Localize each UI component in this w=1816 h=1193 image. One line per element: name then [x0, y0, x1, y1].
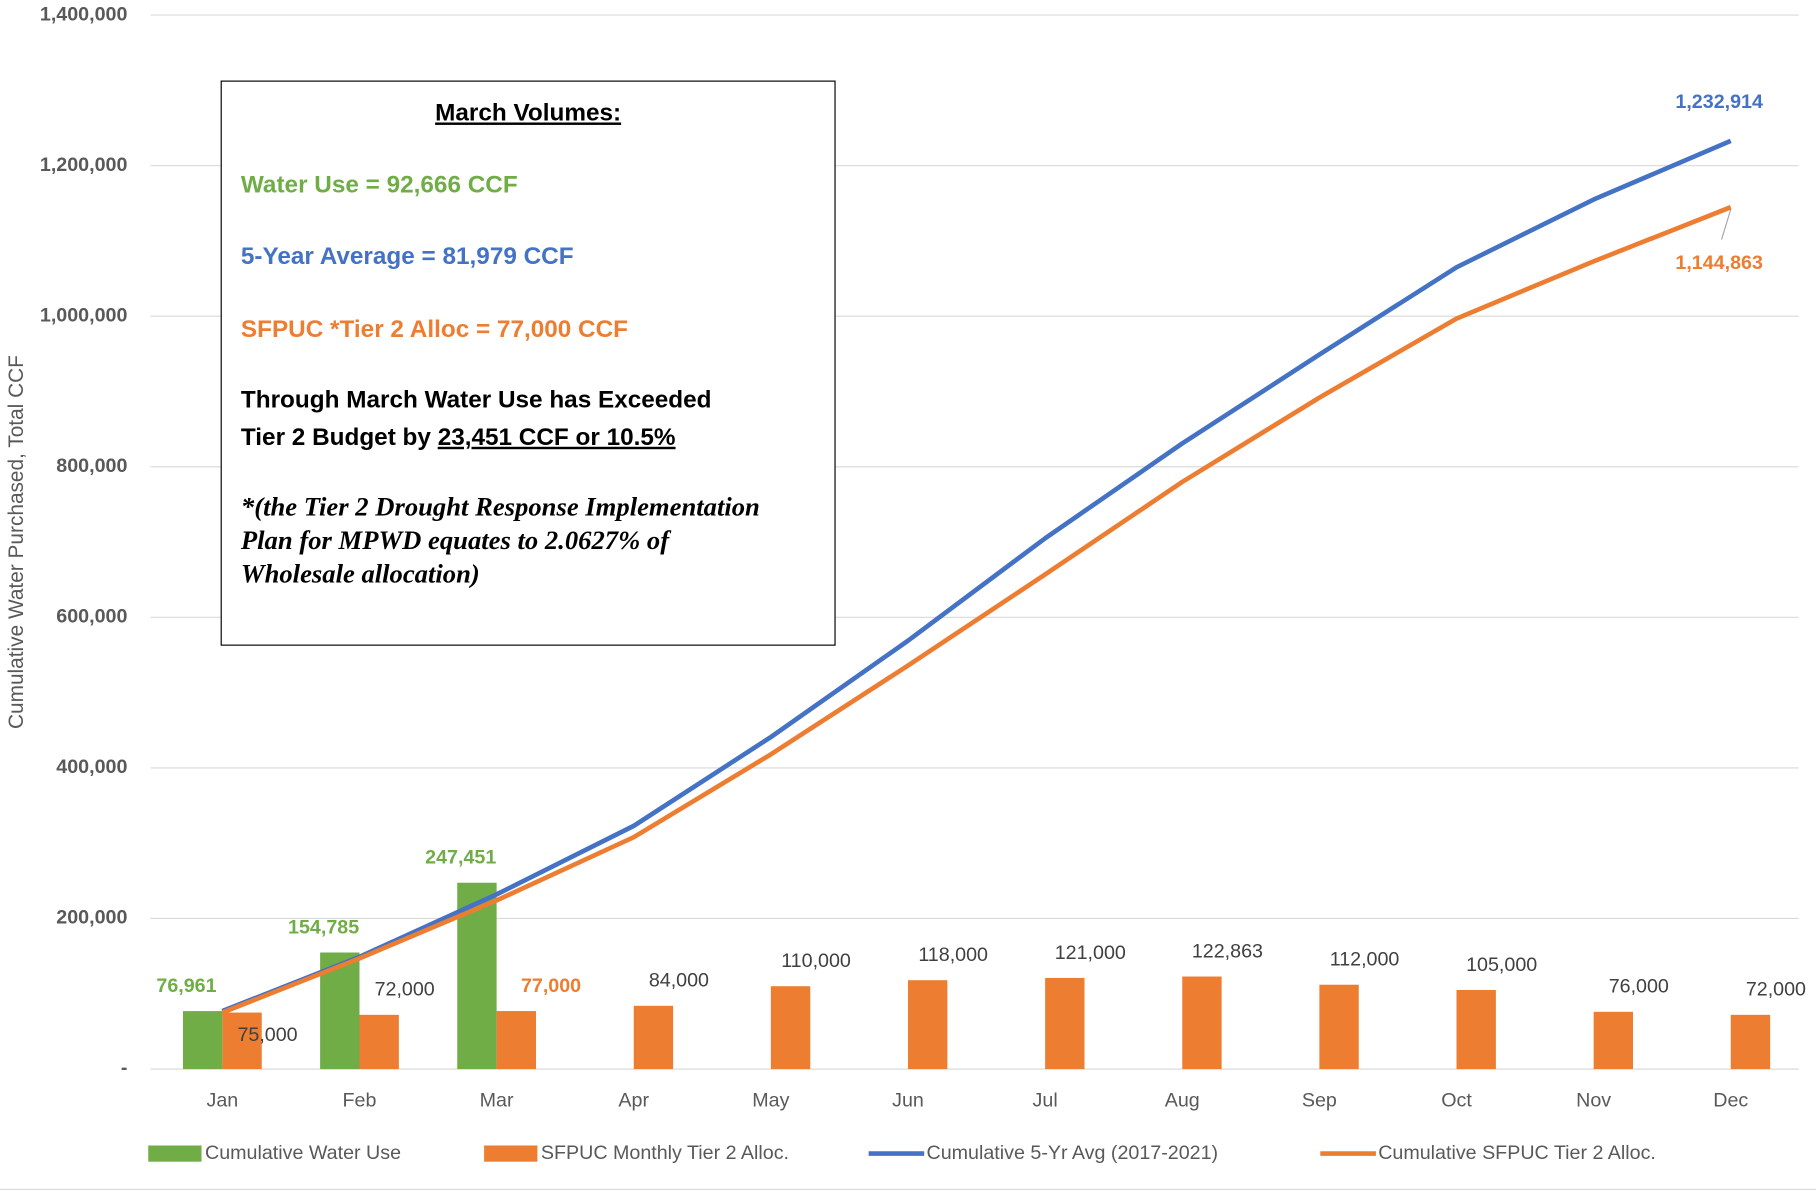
- bar: [770, 986, 811, 1070]
- leader-line: [1720, 209, 1732, 240]
- y-tick-label: 800,000: [56, 455, 127, 477]
- bar: [1593, 1011, 1634, 1070]
- data-label: 72,000: [1746, 979, 1806, 1001]
- annotation-title: March Volumes:: [435, 99, 621, 126]
- data-label: 1,144,863: [1675, 252, 1763, 274]
- bar: [633, 1005, 674, 1070]
- x-tick-label: May: [752, 1090, 789, 1112]
- x-tick-label: Aug: [1165, 1090, 1200, 1112]
- annotation-exceed: Through March Water Use has Exceeded: [241, 387, 712, 414]
- annotation-exceed-amount: 23,451 CCF or 10.5%: [438, 424, 676, 451]
- annotation-note: *(the Tier 2 Drought Response Implementa…: [241, 491, 760, 521]
- legend-swatch: [484, 1145, 538, 1162]
- data-label: 121,000: [1055, 942, 1126, 964]
- y-tick-label: -: [121, 1057, 128, 1079]
- bar: [1456, 989, 1496, 1070]
- annotation-water-use: Water Use = 92,666 CCF: [241, 171, 518, 198]
- bar: [1045, 977, 1085, 1070]
- y-tick-label: 1,400,000: [40, 3, 128, 25]
- legend-label: Cumulative SFPUC Tier 2 Alloc.: [1378, 1142, 1656, 1164]
- x-tick-label: Mar: [480, 1090, 514, 1112]
- data-label: 72,000: [375, 979, 435, 1001]
- annotation-note: Plan for MPWD equates to 2.0627% of: [240, 525, 672, 555]
- bar: [222, 1012, 262, 1070]
- annotation-frame: [220, 80, 836, 646]
- data-label: 247,451: [425, 847, 496, 869]
- annotation-exceed: Tier 2 Budget by 23,451 CCF or 10.5%: [241, 424, 676, 451]
- x-tick-label: Apr: [618, 1090, 649, 1112]
- x-tick-label: Nov: [1576, 1090, 1611, 1112]
- annotation-box: March Volumes: Water Use = 92,666 CCF 5-…: [220, 80, 836, 646]
- y-tick-label: 1,000,000: [40, 304, 128, 326]
- data-label: 105,000: [1466, 954, 1537, 976]
- data-label: 84,000: [649, 970, 709, 992]
- x-tick-label: Jun: [892, 1090, 924, 1112]
- bar: [1730, 1014, 1771, 1070]
- x-tick-label: Dec: [1713, 1090, 1748, 1112]
- data-label: 154,785: [288, 916, 359, 938]
- bar: [1319, 984, 1359, 1070]
- x-tick-label: Feb: [343, 1090, 377, 1112]
- data-label: 112,000: [1330, 949, 1400, 971]
- bar: [496, 1011, 536, 1070]
- bar: [1182, 976, 1222, 1070]
- bar: [908, 980, 948, 1070]
- data-label: 76,000: [1609, 976, 1669, 998]
- line: [221, 205, 1732, 1015]
- data-label: 118,000: [918, 944, 988, 966]
- y-tick-label: 600,000: [56, 606, 127, 628]
- bar: [182, 1011, 223, 1070]
- legend-swatch: [148, 1145, 202, 1162]
- data-label: 122,863: [1192, 940, 1263, 962]
- annotation-note: Wholesale allocation): [241, 559, 480, 589]
- annotation-alloc: SFPUC *Tier 2 Alloc = 77,000 CCF: [241, 316, 628, 343]
- annotation-exceed-text: Tier 2 Budget by: [241, 424, 438, 451]
- x-tick-label: Jan: [207, 1090, 239, 1112]
- annotation-average: 5-Year Average = 81,979 CCF: [241, 243, 574, 270]
- y-tick-label: 200,000: [56, 907, 127, 929]
- data-label: 110,000: [781, 950, 851, 972]
- bar: [359, 1014, 399, 1070]
- y-axis-label: Cumulative Water Purchased, Total CCF: [5, 355, 28, 729]
- y-tick-label: 1,200,000: [40, 154, 128, 176]
- legend-label: Cumulative Water Use: [205, 1142, 401, 1164]
- x-tick-label: Sep: [1302, 1090, 1337, 1112]
- data-label: 1,232,914: [1675, 91, 1763, 113]
- line: [221, 138, 1732, 1014]
- data-label: 77,000: [521, 975, 581, 997]
- legend-label: SFPUC Monthly Tier 2 Alloc.: [541, 1142, 789, 1164]
- legend-label: Cumulative 5-Yr Avg (2017-2021): [927, 1142, 1219, 1164]
- y-tick-label: 400,000: [56, 756, 127, 778]
- data-label: 75,000: [237, 1024, 297, 1046]
- data-label: 76,961: [156, 975, 216, 997]
- x-tick-label: Jul: [1033, 1090, 1058, 1112]
- x-tick-label: Oct: [1441, 1090, 1472, 1112]
